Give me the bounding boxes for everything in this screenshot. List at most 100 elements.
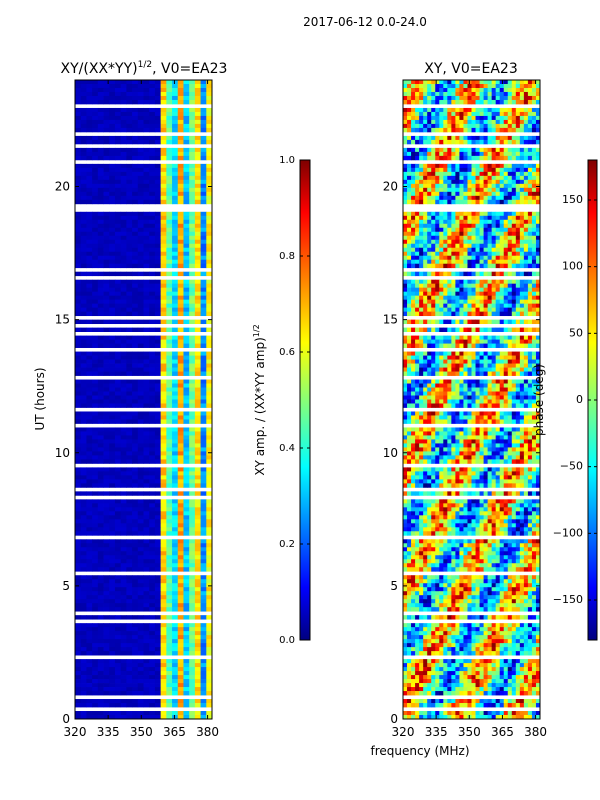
amplitude-heat-cell <box>154 127 162 133</box>
amplitude-heat-cell <box>189 647 196 652</box>
amplitude-heat-cell <box>143 523 150 528</box>
amplitude-heat-cell <box>154 491 162 496</box>
amplitude-heat-cell <box>92 115 99 121</box>
amplitude-heat-row <box>75 427 213 432</box>
phase-heat-cell <box>499 99 505 105</box>
phase-heat-cell <box>443 263 448 269</box>
phase-heat-cell <box>471 115 476 121</box>
amplitude-heat-cell <box>120 87 127 93</box>
phase-heat-cell <box>515 211 521 217</box>
amplitude-heat-cell <box>137 175 144 181</box>
amplitude-heat-cell <box>80 211 87 217</box>
phase-heat-cell <box>507 99 513 105</box>
amplitude-heat-cell <box>166 283 173 289</box>
amplitude-heat-row <box>75 287 213 293</box>
phase-heat-cell <box>515 191 521 197</box>
amplitude-heat-cell <box>103 175 110 181</box>
phase-heat-cell <box>407 91 412 97</box>
amplitude-heat-cell <box>126 211 133 217</box>
amplitude-heat-cell <box>103 675 110 680</box>
amplitude-heat-row <box>75 303 213 309</box>
amplitude-heat-cell <box>200 127 207 133</box>
amplitude-heat-cell <box>103 519 110 524</box>
amplitude-heat-cell <box>132 399 139 404</box>
amplitude-heat-row <box>75 491 213 496</box>
phase-heat-cell <box>463 195 468 201</box>
phase-heat-cell <box>451 87 456 93</box>
phase-heat-cell <box>431 255 436 261</box>
phase-heatmap <box>403 80 541 720</box>
amplitude-heat-cell <box>160 243 167 249</box>
phase-heat-cell <box>431 87 436 93</box>
amplitude-heat-cell <box>183 359 190 364</box>
phase-heat-cell <box>447 99 452 105</box>
amplitude-heat-cell <box>206 271 213 277</box>
amplitude-heat-cell <box>75 167 82 173</box>
phase-heat-cell <box>451 111 456 117</box>
amplitude-heat-cell <box>172 91 179 97</box>
amplitude-heat-cell <box>143 80 150 85</box>
phase-heat-cell <box>507 151 513 157</box>
phase-heat-cell <box>503 127 509 133</box>
amplitude-heat-cell <box>97 715 104 720</box>
phase-heat-cell <box>491 151 497 157</box>
amplitude-heat-cell <box>166 251 173 257</box>
phase-heat-cell <box>423 163 428 169</box>
phase-heat-cell <box>431 155 436 161</box>
amplitude-heat-cell <box>126 683 133 688</box>
amplitude-title-sup: 1/2 <box>138 60 152 70</box>
amplitude-heat-cell <box>200 671 207 676</box>
amplitude-heat-cell <box>126 623 133 628</box>
amplitude-heat-cell <box>103 591 110 596</box>
amplitude-heat-cell <box>177 307 184 313</box>
phase-heat-cell <box>455 191 460 197</box>
phase-heat-cell <box>483 111 489 117</box>
phase-heat-cell <box>411 279 416 285</box>
amplitude-heat-cell <box>177 675 184 680</box>
phase-heat-cell <box>483 223 489 229</box>
amplitude-heat-cell <box>97 591 104 596</box>
amplitude-heat-cell <box>80 615 87 620</box>
amplitude-heat-cell <box>75 191 82 197</box>
amplitude-heat-cell <box>143 107 150 113</box>
amplitude-heat-cell <box>126 455 133 460</box>
phase-heat-cell <box>535 99 541 105</box>
phase-heat-cell <box>455 175 460 181</box>
amplitude-heat-row <box>75 95 213 101</box>
amplitude-heat-cell <box>86 455 93 460</box>
amplitude-heat-cell <box>137 539 144 544</box>
phase-heat-cell <box>463 283 468 289</box>
amplitude-heat-cell <box>183 663 190 668</box>
phase-heat-cell <box>511 111 517 117</box>
phase-heat-cell <box>475 263 480 269</box>
phase-heat-cell <box>515 235 521 241</box>
phase-heat-cell <box>495 227 501 233</box>
amplitude-heat-cell <box>160 667 167 672</box>
amplitude-heat-cell <box>75 139 82 145</box>
amplitude-heat-cell <box>86 507 93 512</box>
phase-heat-cell <box>447 171 452 177</box>
phase-heat-cell <box>531 171 537 177</box>
amplitude-heat-cell <box>194 123 201 129</box>
phase-heat-cell <box>407 83 412 89</box>
amplitude-heat-cell <box>194 83 201 89</box>
phase-heat-cell <box>419 163 424 169</box>
amplitude-heat-cell <box>103 443 110 448</box>
phase-heat-cell <box>435 171 440 177</box>
phase-heat-cell <box>531 219 537 225</box>
amplitude-heat-cell <box>109 327 116 332</box>
amplitude-heat-cell <box>126 311 133 317</box>
amplitude-heat-cell <box>183 583 190 588</box>
amplitude-heat-cell <box>114 675 122 680</box>
amplitude-heat-cell <box>177 387 184 392</box>
amplitude-heat-cell <box>109 263 116 269</box>
phase-heat-cell <box>403 191 408 197</box>
phase-heat-cell <box>463 251 468 257</box>
phase-heat-cell <box>427 195 432 201</box>
amplitude-heat-cell <box>160 527 167 532</box>
amplitude-heat-cell <box>109 507 116 512</box>
amplitude-heat-cell <box>143 703 150 708</box>
phase-heat-cell <box>427 80 432 85</box>
amplitude-heat-cell <box>143 435 150 440</box>
phase-heat-cell <box>523 83 529 89</box>
